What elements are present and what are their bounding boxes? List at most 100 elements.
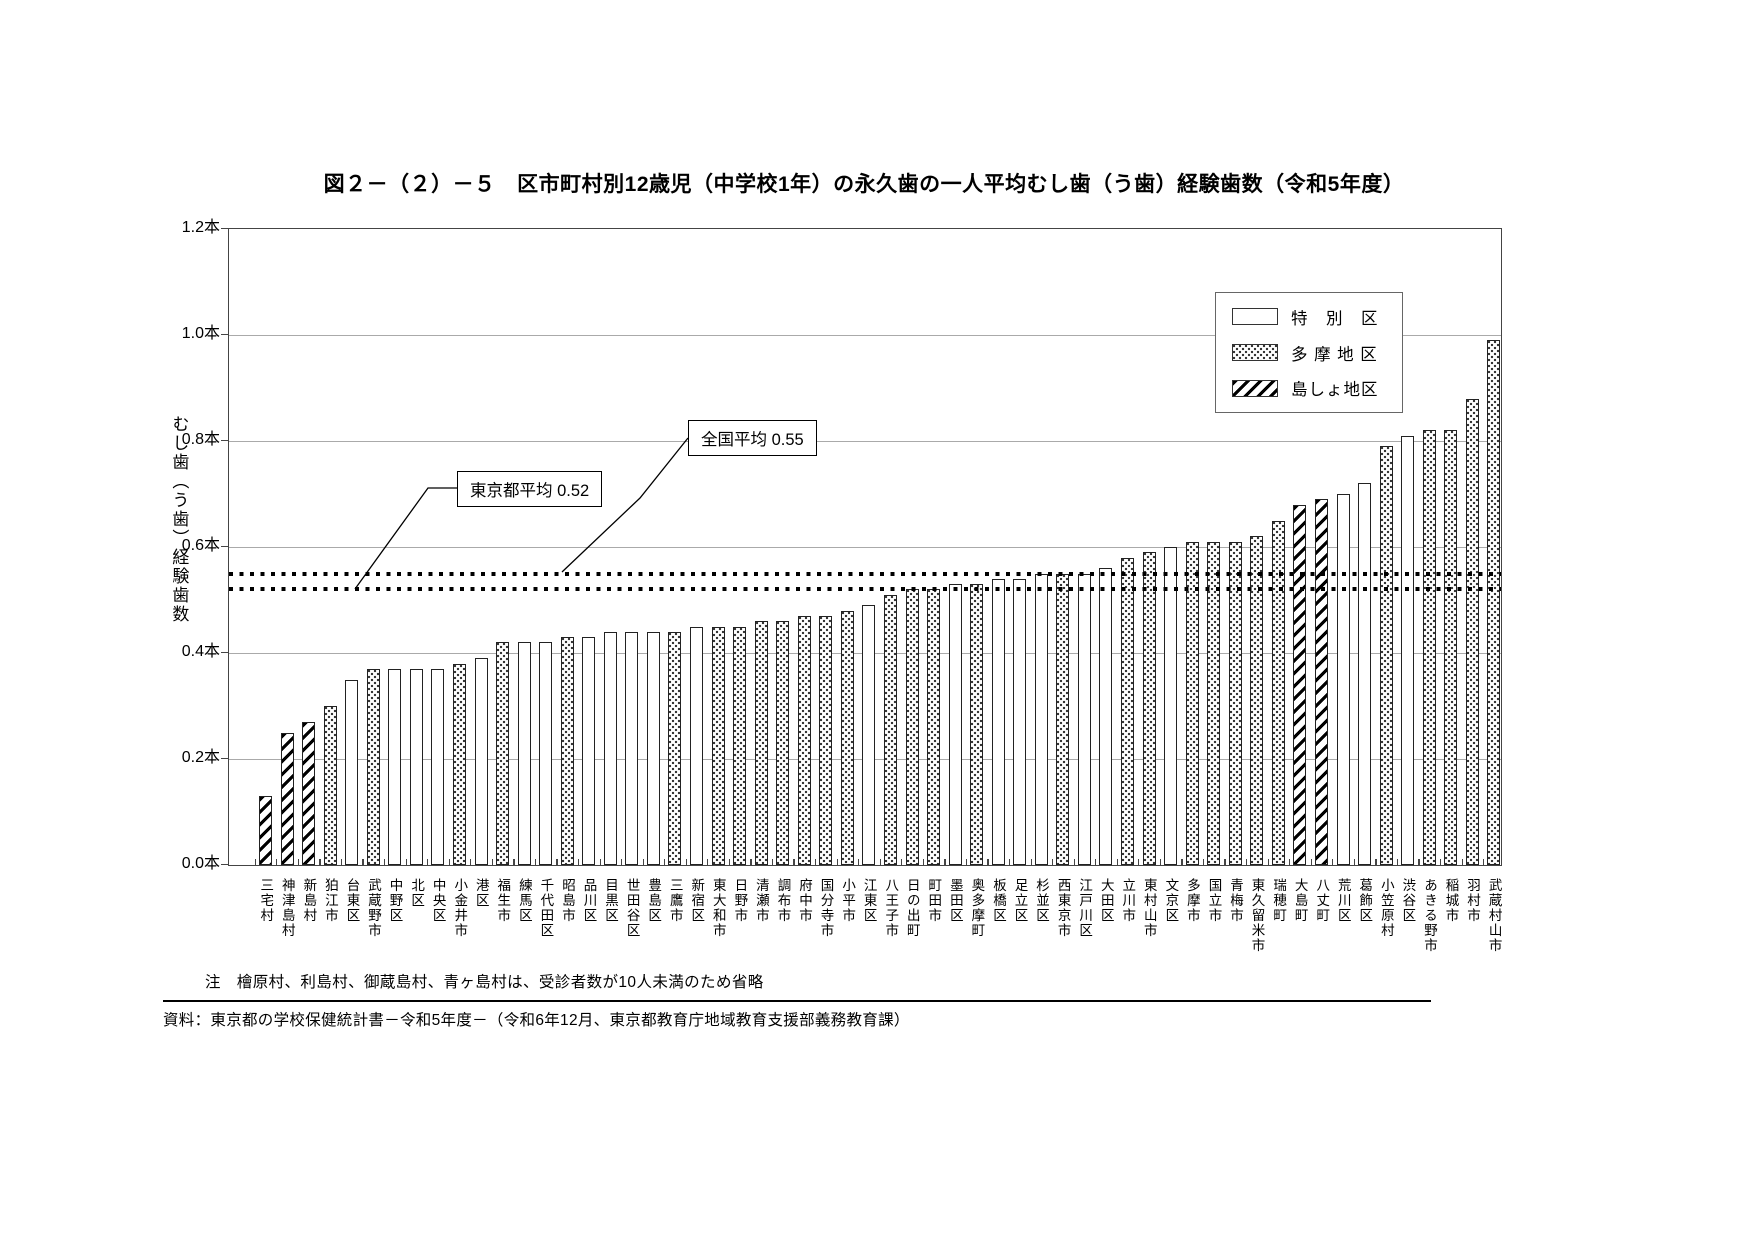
- x-axis-tick: [728, 859, 730, 865]
- bar: [452, 663, 466, 865]
- x-axis-tick: [858, 859, 860, 865]
- bar: [711, 626, 725, 865]
- x-axis-label: 荒川区: [1335, 878, 1351, 923]
- x-axis-tick: [319, 859, 321, 865]
- x-axis-tick: [621, 859, 623, 865]
- bar: [1358, 483, 1372, 865]
- bar: [1121, 557, 1134, 865]
- bar: [1185, 541, 1199, 865]
- x-axis-tick: [965, 859, 968, 865]
- y-axis-tick: [221, 758, 228, 760]
- bar: [366, 668, 380, 865]
- x-axis-tick: [836, 859, 838, 865]
- x-axis-label: 目黒区: [603, 878, 619, 923]
- y-axis-title: むし歯（う歯）経験歯数: [169, 415, 189, 624]
- bar: [474, 658, 488, 865]
- source-text: 資料：東京都の学校保健統計書－令和5年度－（令和6年12月、東京都教育庁地域教育…: [163, 1012, 910, 1029]
- x-axis-tick: [556, 859, 558, 865]
- bar: [302, 721, 316, 865]
- x-axis-label: 多摩市: [1184, 878, 1200, 923]
- bar: [1422, 430, 1436, 865]
- y-axis-label: 1.2本: [181, 219, 220, 236]
- x-axis-tick: [1439, 859, 1442, 865]
- x-axis-label: 千代田区: [538, 878, 554, 938]
- x-axis-label: 文京区: [1163, 878, 1179, 923]
- x-axis-tick: [685, 859, 687, 865]
- bar: [1164, 547, 1178, 865]
- x-axis-label: 西東京市: [1055, 878, 1071, 938]
- x-axis-tick: [1095, 859, 1097, 865]
- x-axis-label: あきる野市: [1421, 878, 1437, 953]
- bar: [948, 584, 962, 865]
- x-axis-tick: [1353, 859, 1355, 865]
- x-axis-label: 大島町: [1292, 878, 1308, 923]
- x-axis-label: 昭島市: [559, 878, 575, 923]
- x-axis-tick: [771, 859, 774, 865]
- legend-swatch-ward: [1232, 308, 1278, 326]
- bar: [1293, 504, 1307, 865]
- legend-swatch-tama: [1232, 344, 1278, 361]
- bar: [991, 578, 1005, 865]
- x-axis-tick: [384, 859, 386, 865]
- x-axis-label: 神津島村: [279, 878, 295, 938]
- legend-label: 島しょ地区: [1291, 381, 1379, 400]
- x-axis-tick: [750, 859, 752, 865]
- x-axis-tick: [448, 859, 450, 865]
- x-axis-label: 台東区: [344, 878, 360, 923]
- x-axis-tick: [1008, 859, 1011, 865]
- y-axis-tick: [221, 864, 228, 866]
- bar: [409, 668, 423, 865]
- x-axis-tick: [642, 859, 644, 865]
- legend: 特 別 区 多 摩 地 区 島しょ地区: [1215, 292, 1403, 413]
- x-axis-tick: [1202, 859, 1205, 865]
- bar: [1013, 578, 1027, 865]
- x-axis-tick: [1483, 859, 1485, 865]
- bar: [927, 589, 941, 865]
- x-axis-label: 武蔵村山市: [1486, 878, 1502, 953]
- x-axis-label: 練馬区: [516, 878, 532, 923]
- y-axis-label: 1.0本: [181, 325, 220, 342]
- bar: [797, 615, 811, 865]
- gridline-1.0本: [229, 334, 1501, 336]
- x-axis-label: 町田市: [926, 878, 942, 923]
- bar: [431, 668, 445, 865]
- bar: [1465, 398, 1479, 865]
- x-axis-label: 港区: [473, 878, 489, 908]
- x-axis-label: 江戸川区: [1077, 878, 1093, 938]
- bar: [754, 621, 768, 865]
- y-axis-tick: [221, 440, 228, 442]
- x-axis-tick: [922, 859, 924, 865]
- x-axis-tick: [362, 859, 364, 865]
- bar: [862, 605, 876, 865]
- y-axis-tick: [221, 334, 228, 336]
- average-line-全国平均: [229, 571, 1501, 576]
- x-axis-label: 八丈町: [1314, 878, 1330, 923]
- x-axis-label: 豊島区: [646, 878, 662, 923]
- x-axis-tick: [470, 859, 472, 865]
- x-axis-tick: [944, 859, 946, 865]
- x-axis-tick: [901, 859, 903, 865]
- bar: [840, 610, 854, 865]
- x-axis-tick: [1375, 859, 1377, 865]
- x-axis-label: 杉並区: [1034, 878, 1050, 923]
- gridline-0.6本: [229, 546, 1501, 548]
- chart-title: 図２－（２）－５ 区市町村別12歳児（中学校1年）の永久歯の一人平均むし歯（う歯…: [323, 173, 1405, 196]
- bar: [603, 631, 617, 865]
- x-axis-label: 府中市: [797, 878, 812, 923]
- x-axis-tick: [577, 859, 580, 865]
- x-axis-label: 福生市: [495, 878, 511, 923]
- bar: [1401, 435, 1415, 865]
- x-axis-tick: [340, 859, 343, 865]
- bar: [1099, 568, 1113, 865]
- x-axis-label: 世田谷区: [624, 878, 640, 938]
- tokyo-average-callout: 東京都平均 0.52: [457, 471, 603, 507]
- bar: [1487, 340, 1501, 865]
- x-axis-label: 大田区: [1098, 878, 1114, 923]
- bar: [1314, 499, 1328, 865]
- x-axis-label: 三鷹市: [667, 878, 683, 923]
- bar: [1379, 446, 1393, 865]
- x-axis-tick: [1159, 859, 1161, 865]
- x-axis-label: 八王子市: [883, 878, 899, 938]
- bar: [1056, 573, 1070, 865]
